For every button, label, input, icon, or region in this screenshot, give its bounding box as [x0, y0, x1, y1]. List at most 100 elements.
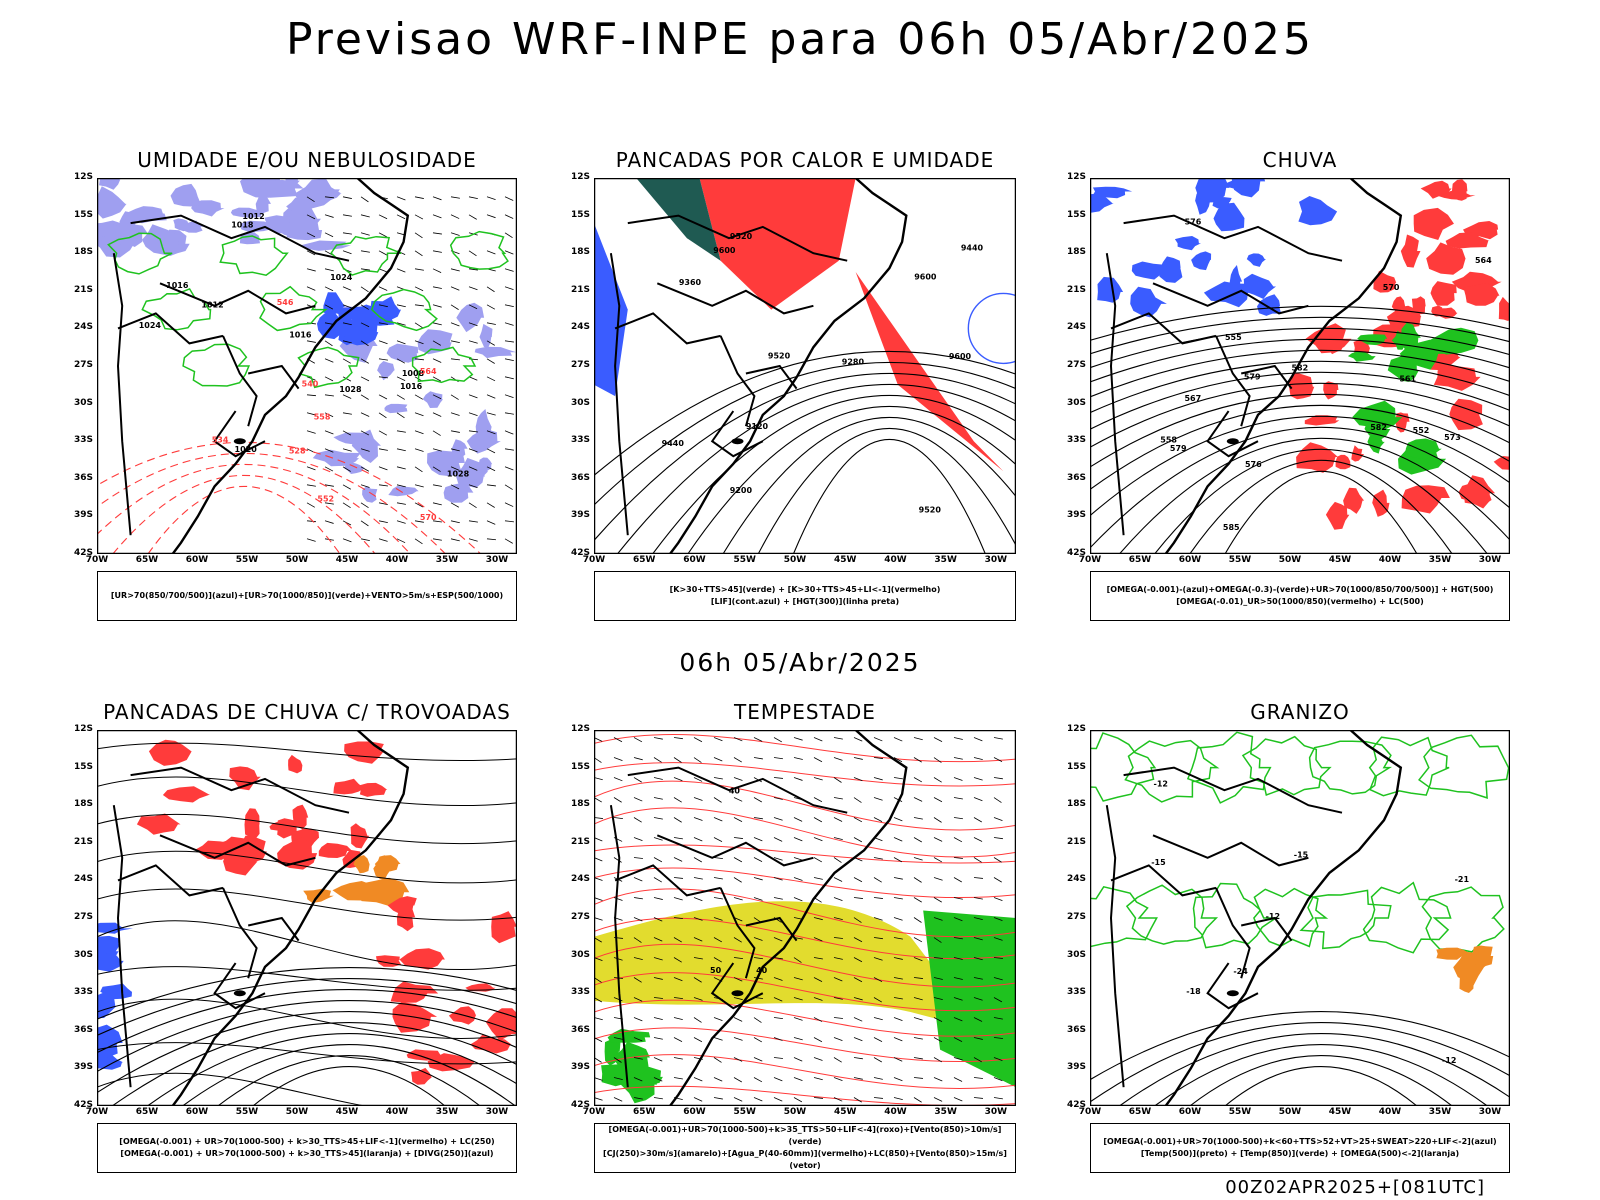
lon-tick-label: 50W — [285, 1107, 309, 1117]
wind-vector — [594, 1037, 603, 1043]
field-patch — [345, 317, 379, 346]
wind-vector — [813, 837, 823, 842]
wind-vector — [733, 817, 743, 823]
contour-line — [147, 1033, 517, 1106]
lon-tick-label: 55W — [733, 555, 756, 565]
wind-vector — [324, 412, 334, 418]
lat-tick-label: 30S — [1066, 949, 1086, 960]
wind-vector — [504, 394, 514, 399]
contour-green — [297, 346, 360, 389]
field-patch — [288, 754, 303, 774]
lat-tick-label: 39S — [1066, 1062, 1086, 1073]
field-patch — [474, 346, 517, 359]
wind-vector — [673, 977, 683, 982]
streamline — [594, 734, 1016, 763]
field-patch — [1191, 251, 1212, 271]
coastline — [171, 178, 410, 554]
lat-tick-label: 42S — [1066, 1100, 1086, 1110]
contour-blue — [967, 292, 1016, 365]
wind-vector — [432, 250, 442, 253]
wind-vector — [594, 897, 603, 901]
lon-tick-label: 70W — [582, 555, 606, 565]
wind-vector — [753, 1057, 763, 1062]
wind-vector — [673, 737, 683, 740]
wind-vector — [813, 977, 823, 982]
wind-vector — [973, 917, 983, 920]
wind-vector — [486, 466, 496, 472]
wind-vector — [773, 837, 783, 842]
wind-vector — [468, 430, 478, 433]
wind-vector — [594, 997, 603, 1003]
lake — [233, 438, 246, 445]
wind-vector — [813, 997, 823, 1001]
field-patch — [1213, 202, 1245, 232]
panel-title: UMIDADE E/OU NEBULOSIDADE — [137, 148, 477, 172]
contour-green — [330, 235, 402, 276]
wind-vector — [813, 1017, 823, 1022]
wind-vector — [450, 412, 460, 416]
wind-vector — [414, 286, 424, 292]
contour-line — [1154, 1044, 1488, 1106]
wind-vector — [450, 304, 459, 310]
wind-vector — [450, 394, 459, 400]
lat-tick-label: 15S — [1066, 209, 1086, 220]
wind-vector — [913, 997, 923, 1001]
field-patch — [333, 778, 366, 795]
contour-label: 1008 — [402, 369, 425, 378]
wind-vector — [893, 997, 903, 1000]
wind-vector — [893, 1057, 903, 1062]
field-patch — [1458, 482, 1492, 506]
wind-vector — [973, 737, 983, 742]
wind-vector — [468, 520, 478, 523]
wind-vector — [873, 1057, 883, 1063]
wind-vector — [713, 897, 723, 900]
wind-vector — [693, 737, 703, 743]
contour-green — [1299, 889, 1392, 950]
wind-vector — [594, 737, 603, 742]
lon-tick-label: 65W — [633, 1107, 656, 1117]
wind-vector — [713, 1017, 723, 1021]
wind-vector — [953, 757, 963, 760]
wind-vector — [378, 520, 388, 524]
wind-vector — [633, 1097, 643, 1100]
wind-vector — [713, 1097, 723, 1100]
contour-green — [1124, 739, 1220, 803]
wind-vector — [773, 877, 783, 881]
map-frame — [1090, 730, 1510, 1106]
panel-title: GRANIZO — [1250, 700, 1350, 724]
contour-label: 1012 — [201, 300, 223, 309]
contour-line — [97, 1011, 517, 1094]
field-patch — [1449, 398, 1483, 431]
wind-vector — [913, 917, 922, 923]
lat-tick-label: 27S — [73, 360, 93, 370]
blue-area — [594, 223, 628, 397]
wind-vector — [733, 857, 743, 863]
wind-vector — [594, 777, 603, 781]
lon-tick-label: 60W — [185, 1107, 209, 1117]
wind-vector — [693, 977, 702, 983]
lat-tick-label: 33S — [1066, 435, 1086, 446]
wind-vector — [378, 502, 388, 506]
streamline — [97, 742, 517, 762]
contour-line — [147, 486, 341, 554]
wind-vector — [873, 957, 883, 961]
field-patch — [1373, 270, 1397, 293]
field-patch — [1246, 253, 1266, 267]
wind-vector — [773, 1017, 783, 1020]
wind-vector — [993, 937, 1003, 941]
wind-vector — [873, 1097, 883, 1099]
lon-tick-label: 60W — [1178, 1107, 1202, 1117]
wind-vector — [613, 857, 622, 863]
wind-vector — [833, 757, 843, 761]
contour-label: -15 — [1294, 850, 1309, 859]
wind-vector — [873, 937, 883, 940]
wind-vector — [973, 897, 983, 900]
lon-tick-label: 35W — [934, 1107, 957, 1117]
field-patch — [427, 1053, 476, 1072]
wind-vector — [893, 1017, 903, 1021]
contour-line — [1090, 1022, 1510, 1103]
wind-vector — [378, 430, 388, 436]
contour-green — [1125, 884, 1219, 945]
contour-label: 9600 — [713, 246, 736, 255]
lat-tick-label: 42S — [570, 1100, 590, 1110]
